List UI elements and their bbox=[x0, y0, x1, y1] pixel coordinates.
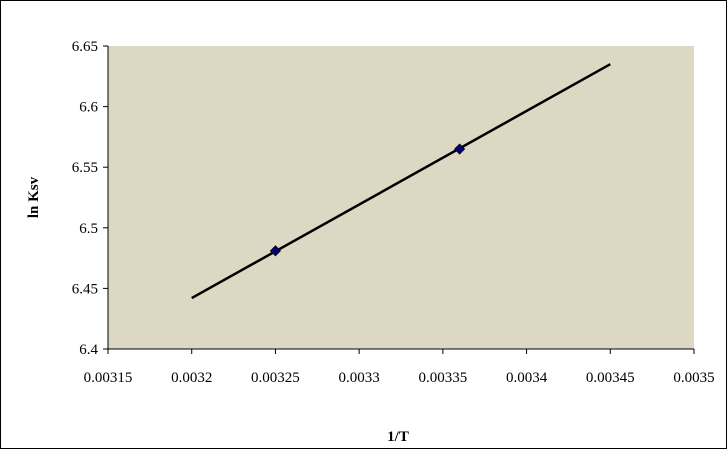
trendline-group bbox=[191, 63, 611, 300]
y-tick-label: 6.45 bbox=[72, 281, 98, 297]
y-axis: 6.4 6.45 6.5 6.55 6.6 6.65 bbox=[72, 39, 109, 358]
data-point bbox=[269, 245, 281, 257]
y-axis-title: ln Ksv bbox=[26, 176, 42, 218]
x-tick-label: 0.00345 bbox=[586, 370, 635, 386]
y-tick-label: 6.5 bbox=[79, 221, 98, 237]
x-tick-label: 0.0033 bbox=[339, 370, 380, 386]
x-tick-label: 0.0032 bbox=[171, 370, 212, 386]
x-tick-label: 0.00315 bbox=[84, 370, 133, 386]
y-tick-label: 6.6 bbox=[79, 100, 98, 116]
y-tick-label: 6.65 bbox=[72, 39, 98, 55]
trendline bbox=[191, 63, 611, 300]
x-axis-title: 1/T bbox=[387, 429, 409, 445]
x-tick-label: 0.0034 bbox=[506, 370, 548, 386]
x-tick-label: 0.0035 bbox=[673, 370, 714, 386]
x-tick-label: 0.00335 bbox=[418, 370, 467, 386]
x-tick-label: 0.00325 bbox=[251, 370, 300, 386]
plot-area bbox=[108, 46, 694, 349]
y-tick-label: 6.4 bbox=[79, 342, 98, 358]
data-points bbox=[269, 143, 466, 257]
y-tick-label: 6.55 bbox=[72, 160, 98, 176]
data-point bbox=[454, 143, 466, 155]
x-axis: 0.00315 0.0032 0.00325 0.0033 0.00335 0.0034 0… bbox=[84, 348, 715, 386]
